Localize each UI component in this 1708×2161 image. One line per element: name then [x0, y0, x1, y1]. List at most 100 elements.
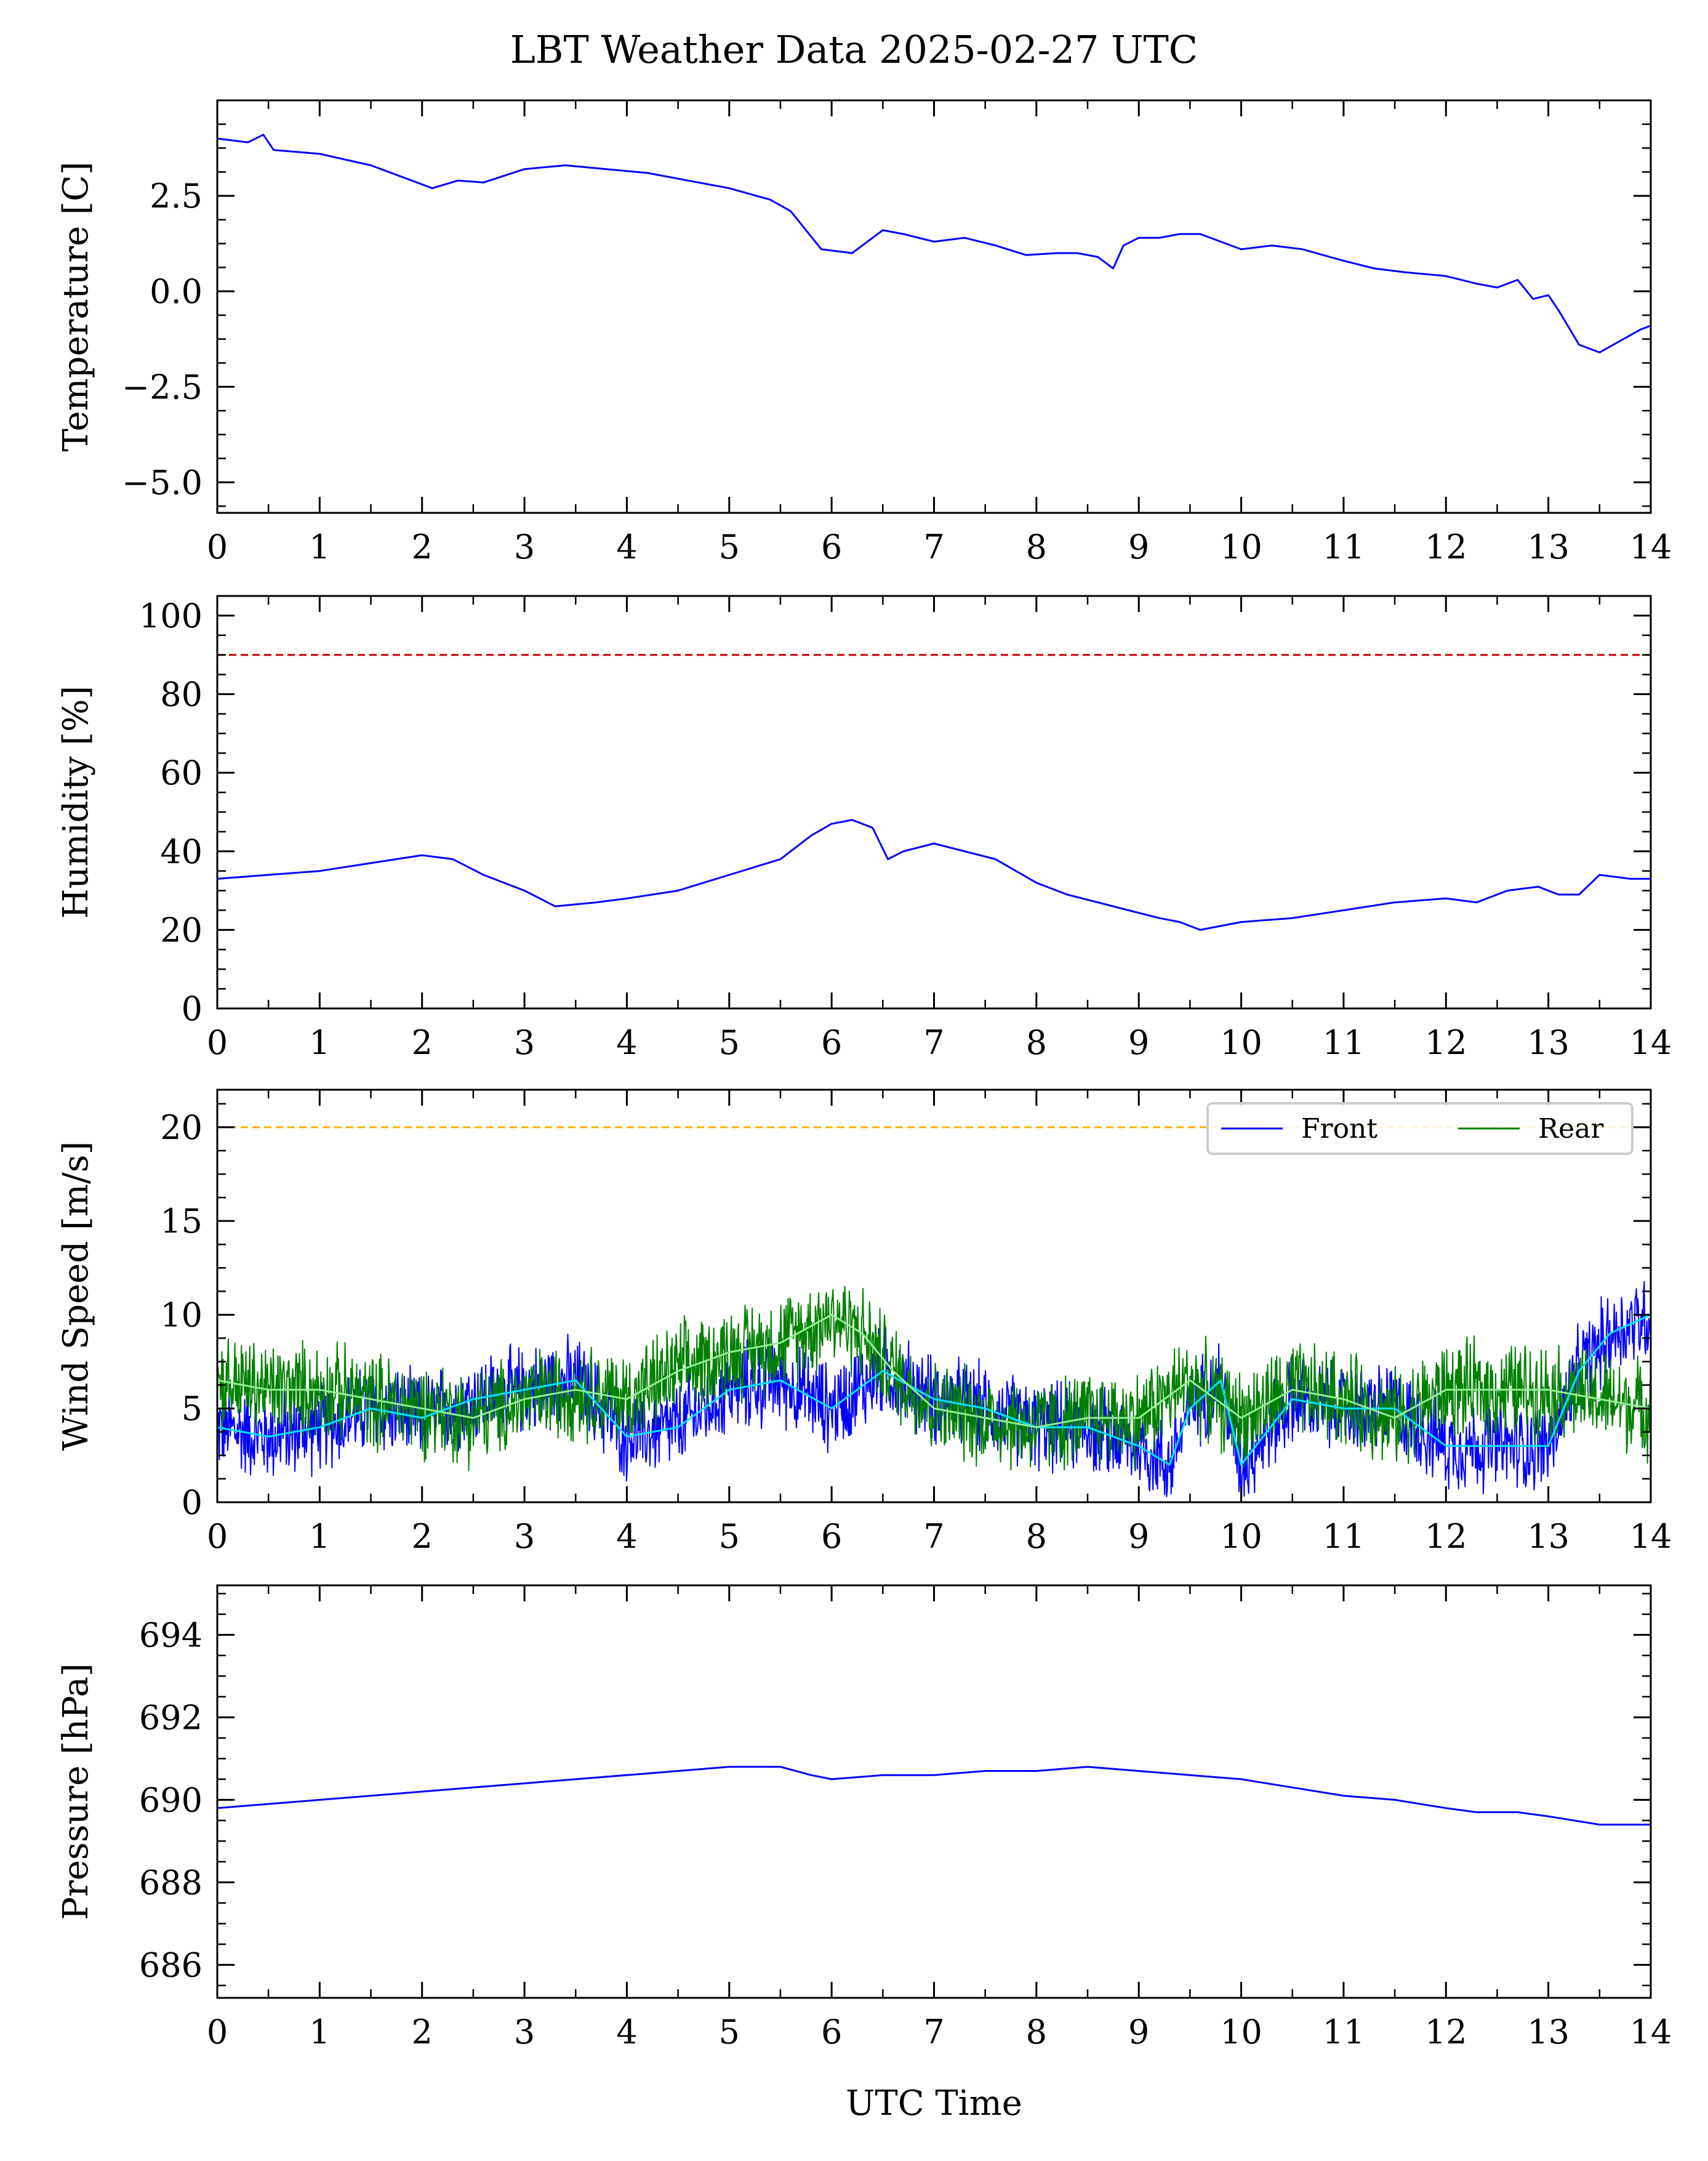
x-tick-label: 2 [412, 2013, 433, 2051]
x-tick-label: 11 [1323, 2013, 1365, 2051]
x-tick-label: 14 [1630, 1517, 1672, 1556]
y-tick-label: 0 [182, 989, 202, 1028]
x-tick-label: 5 [719, 1023, 740, 1062]
legend: Front Rear [1206, 1102, 1634, 1155]
x-tick-label: 5 [719, 1517, 740, 1556]
y-tick-label: 686 [139, 1946, 202, 1984]
x-tick-label: 9 [1128, 2013, 1149, 2051]
x-tick-label: 0 [207, 1517, 228, 1556]
x-tick-label: 1 [309, 528, 330, 566]
y-tick-label: 692 [139, 1698, 202, 1737]
y-tick-label: 100 [139, 597, 202, 635]
y-tick-label: 0.0 [150, 272, 202, 311]
x-tick-label: 1 [309, 1023, 330, 1062]
x-tick-label: 2 [412, 1517, 433, 1556]
x-tick-label: 0 [207, 528, 228, 566]
y-tick-label: 15 [160, 1202, 202, 1241]
y-tick-label: 40 [160, 832, 202, 871]
x-tick-label: 7 [923, 528, 944, 566]
x-tick-label: 9 [1128, 1517, 1149, 1556]
y-tick-label: 60 [160, 754, 202, 792]
x-tick-label: 8 [1026, 1517, 1047, 1556]
x-tick-label: 8 [1026, 1023, 1047, 1062]
x-tick-label: 10 [1220, 1023, 1262, 1062]
x-tick-label: 10 [1220, 2013, 1262, 2051]
x-tick-label: 1 [309, 1517, 330, 1556]
y-tick-label: −5.0 [122, 463, 202, 502]
legend-label-rear: Rear [1538, 1113, 1604, 1145]
y-tick-label: 694 [139, 1616, 202, 1654]
x-tick-label: 13 [1527, 2013, 1570, 2051]
x-tick-label: 9 [1128, 528, 1149, 566]
x-tick-label: 6 [821, 528, 842, 566]
y-tick-label: 80 [160, 675, 202, 714]
x-tick-label: 0 [207, 1023, 228, 1062]
x-tick-label: 12 [1425, 1023, 1467, 1062]
x-tick-label: 5 [719, 2013, 740, 2051]
series-line-pressure-pressure [217, 1766, 1651, 1826]
x-tick-label: 4 [616, 528, 637, 566]
y-tick-label: 690 [139, 1781, 202, 1819]
panel-temperature: 0 1 2 3 4 5 6 7 8 9 10 11 12 13 14−5.0−2.50.02.5Temper… [56, 99, 1672, 566]
x-tick-label: 12 [1425, 2013, 1467, 2051]
y-axis-label-pressure: Pressure [hPa] [56, 1663, 96, 1920]
x-tick-label: 7 [923, 2013, 944, 2051]
x-tick-label: 13 [1527, 1023, 1570, 1062]
panel-humidity: 0 1 2 3 4 5 6 7 8 9 10 11 12 13 14020406080100Humidity… [56, 595, 1672, 1062]
x-axis-label: UTC Time [846, 2083, 1022, 2123]
x-tick-label: 11 [1323, 528, 1365, 566]
x-tick-label: 8 [1026, 2013, 1047, 2051]
x-tick-label: 7 [923, 1023, 944, 1062]
x-tick-label: 9 [1128, 1023, 1149, 1062]
x-tick-label: 11 [1323, 1517, 1365, 1556]
x-tick-label: 3 [514, 528, 535, 566]
y-tick-label: 5 [182, 1390, 202, 1428]
x-tick-label: 7 [923, 1517, 944, 1556]
y-tick-label: 20 [160, 911, 202, 949]
x-tick-label: 10 [1220, 528, 1262, 566]
plot-frame-humidity [216, 595, 1652, 1010]
series-line-wind_speed-rear [217, 1286, 1651, 1471]
y-axis-label-temperature: Temperature [C] [56, 161, 96, 451]
x-tick-label: 5 [719, 528, 740, 566]
x-tick-label: 12 [1425, 528, 1467, 566]
series-line-wind_speed-front [217, 1281, 1651, 1497]
y-tick-label: −2.5 [122, 368, 202, 406]
x-tick-label: 11 [1323, 1023, 1365, 1062]
x-tick-label: 3 [514, 1023, 535, 1062]
x-tick-label: 4 [616, 1517, 637, 1556]
y-tick-label: 0 [182, 1483, 202, 1522]
series-line-wind_speed-front-avg [217, 1314, 1651, 1466]
x-tick-label: 14 [1630, 2013, 1672, 2051]
x-tick-label: 6 [821, 1023, 842, 1062]
x-tick-label: 10 [1220, 1517, 1262, 1556]
x-tick-label: 4 [616, 2013, 637, 2051]
x-tick-label: 13 [1527, 528, 1570, 566]
plot-frame-temperature [216, 99, 1652, 514]
x-tick-label: 14 [1630, 528, 1672, 566]
y-tick-label: 10 [160, 1295, 202, 1334]
x-tick-label: 1 [309, 2013, 330, 2051]
series-line-wind_speed-rear-avg [217, 1314, 1651, 1428]
series-line-temperature-temperature [217, 134, 1651, 353]
x-tick-label: 8 [1026, 528, 1047, 566]
y-axis-label-wind_speed: Wind Speed [m/s] [56, 1141, 96, 1451]
y-tick-label: 2.5 [150, 177, 202, 215]
legend-box [1206, 1102, 1634, 1155]
x-tick-label: 3 [514, 1517, 535, 1556]
x-tick-label: 4 [616, 1023, 637, 1062]
x-tick-label: 3 [514, 2013, 535, 2051]
y-tick-label: 20 [160, 1108, 202, 1147]
chart-title: LBT Weather Data 2025-02-27 UTC [510, 27, 1198, 72]
x-tick-label: 12 [1425, 1517, 1467, 1556]
x-tick-label: 2 [412, 1023, 433, 1062]
x-tick-label: 2 [412, 528, 433, 566]
x-tick-label: 14 [1630, 1023, 1672, 1062]
x-tick-label: 6 [821, 2013, 842, 2051]
panel-pressure: 0 1 2 3 4 5 6 7 8 9 10 11 12 13 14686688690692694Press… [56, 1584, 1672, 2123]
series-line-humidity-humidity [217, 819, 1651, 931]
x-tick-label: 13 [1527, 1517, 1570, 1556]
legend-label-front: Front [1301, 1113, 1377, 1145]
